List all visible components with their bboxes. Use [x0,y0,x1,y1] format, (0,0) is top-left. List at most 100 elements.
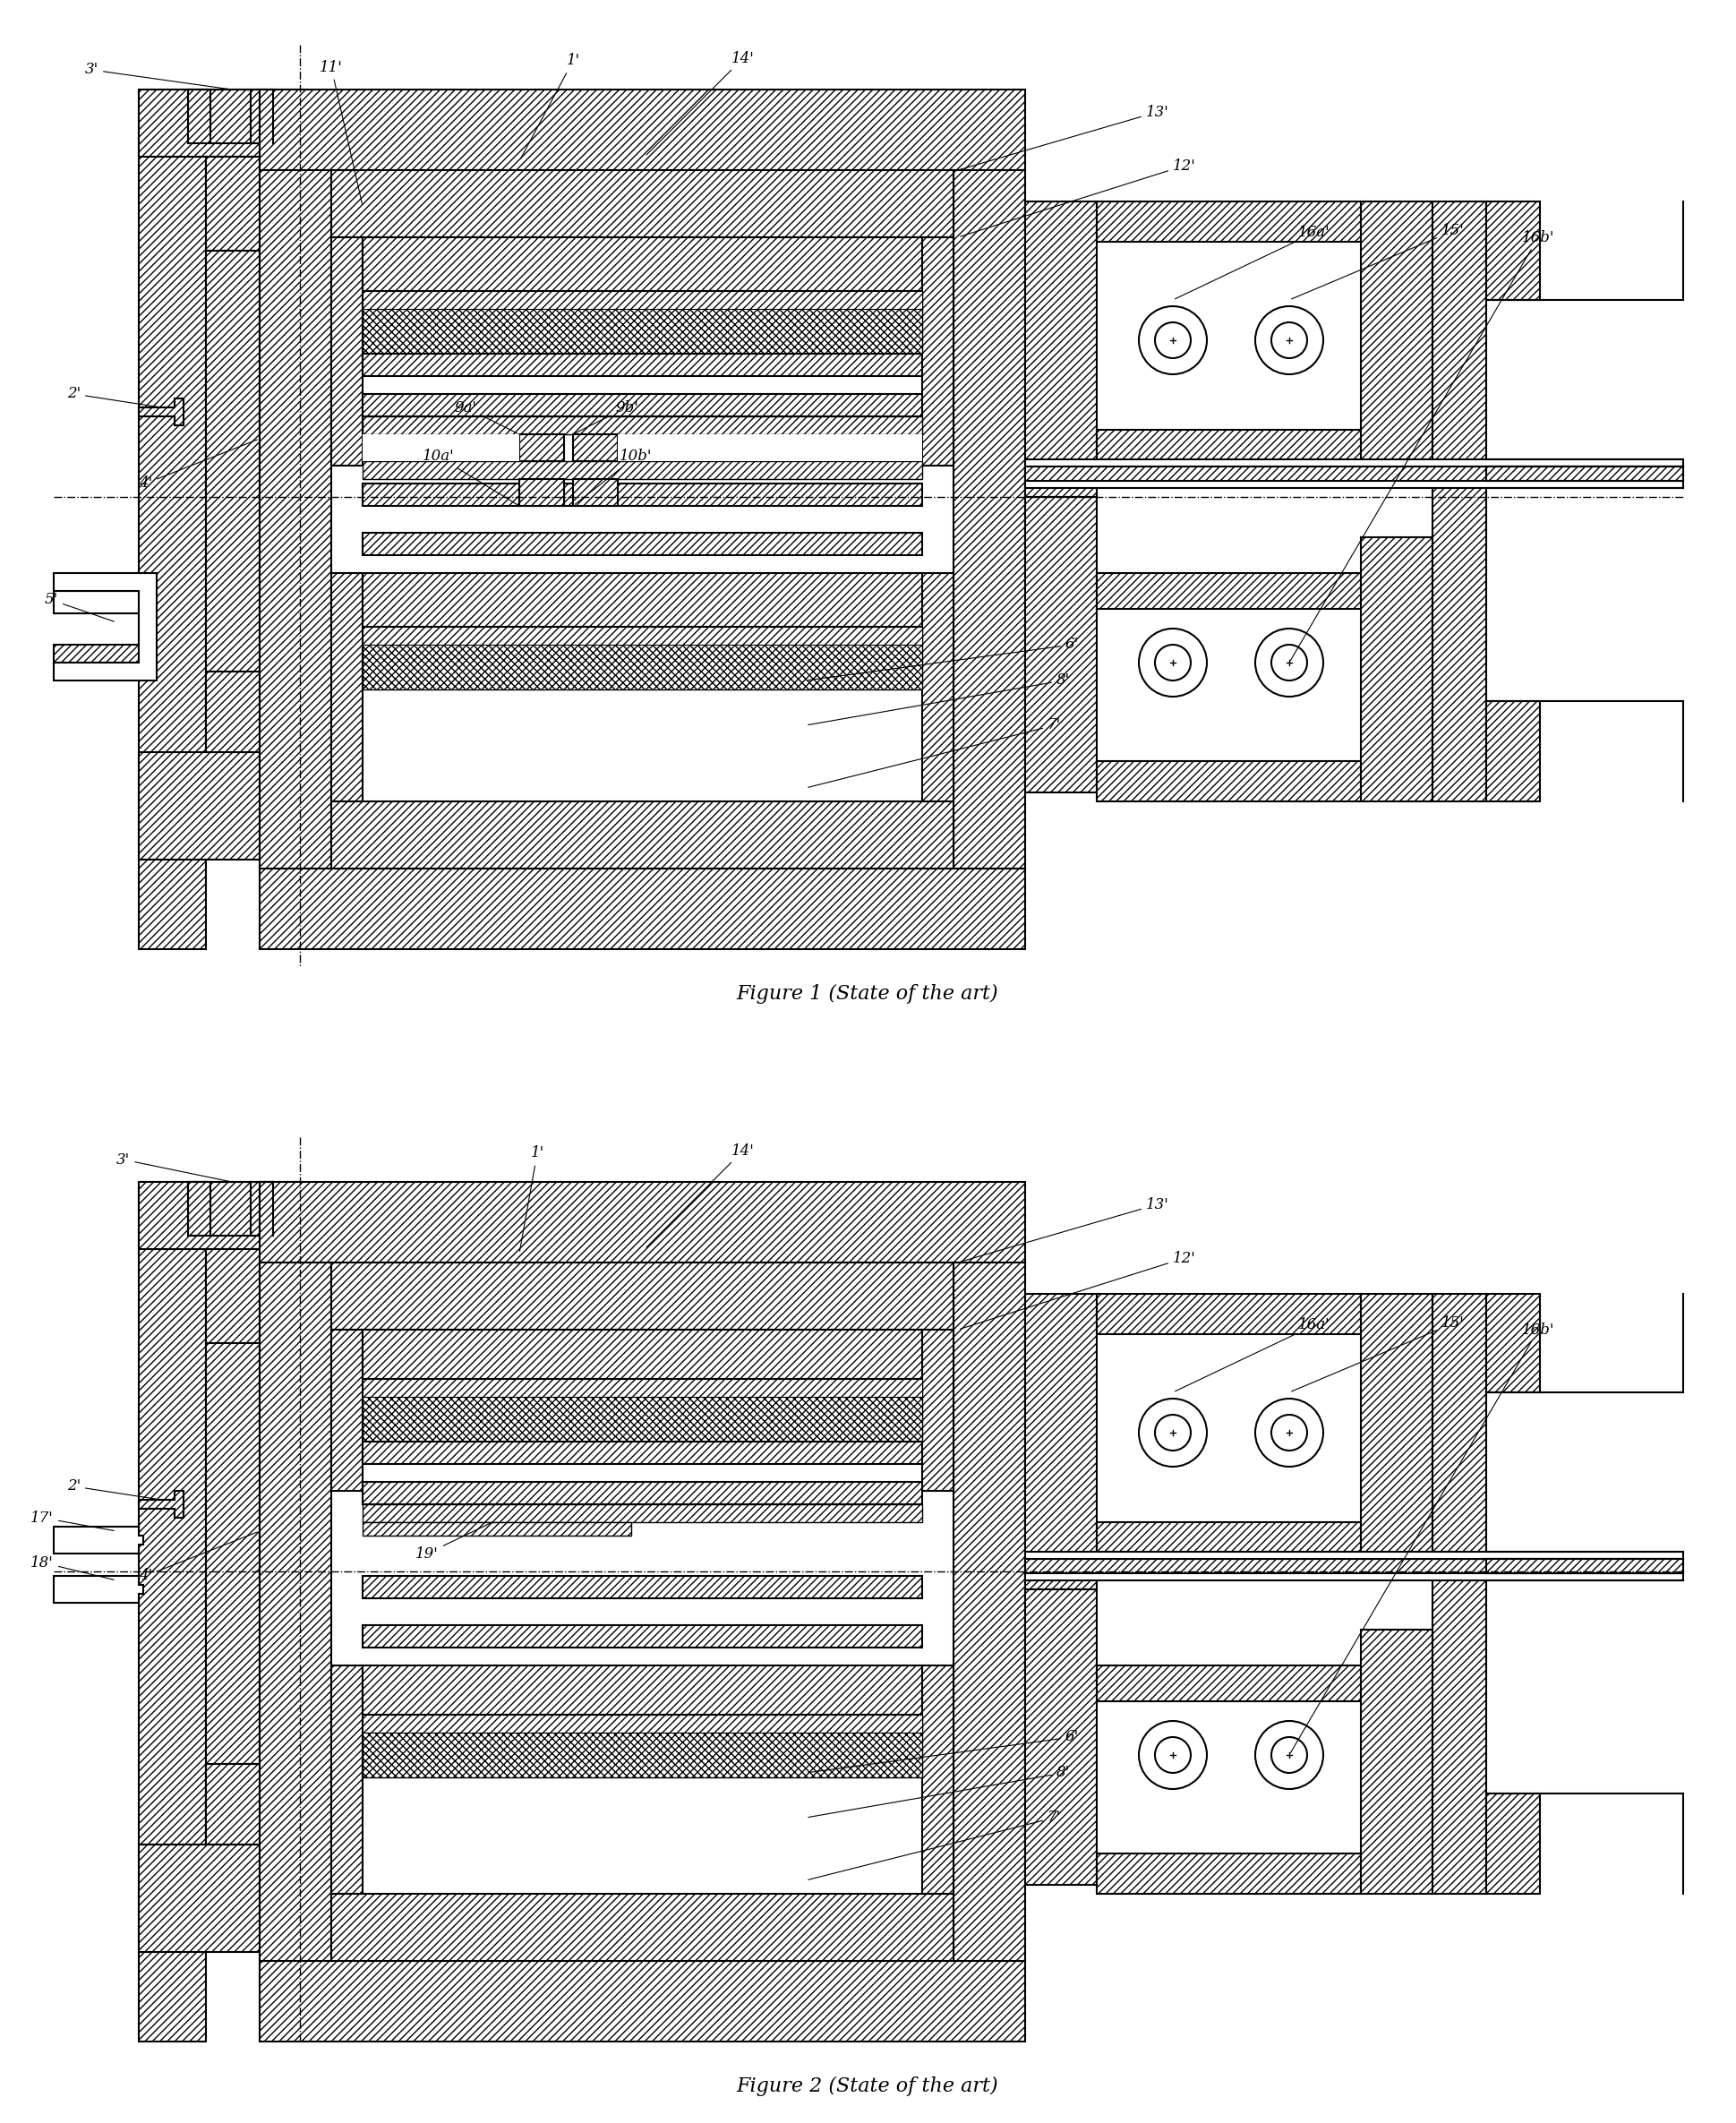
Text: 2': 2' [68,386,158,408]
Bar [1486,701,1540,800]
Circle shape [1271,1737,1307,1773]
Bar [207,251,260,752]
Bar [1026,480,1684,488]
Bar [332,238,363,465]
Bar [363,573,922,626]
Text: 10a': 10a' [422,450,517,505]
Bar [1026,1552,1684,1558]
Bar [1097,429,1361,465]
Text: 6': 6' [809,637,1080,679]
Bar [363,1624,922,1647]
Bar [1432,202,1486,800]
Bar [953,170,1026,868]
Text: 2': 2' [68,1480,158,1499]
Bar [363,626,922,690]
Bar [187,89,210,142]
Text: 8': 8' [809,1766,1069,1817]
Bar [332,1664,363,1894]
Bar [519,480,564,505]
Bar [187,1183,210,1236]
Circle shape [1255,1399,1323,1467]
Bar [363,291,922,355]
Bar [363,395,922,416]
Bar [1026,202,1097,497]
Bar [363,1575,922,1599]
Text: 13': 13' [960,104,1168,170]
Bar [573,480,618,505]
Bar [1097,1853,1361,1894]
Text: 14': 14' [646,51,755,155]
Bar [363,1380,922,1442]
Bar [922,238,953,465]
Circle shape [1255,628,1323,696]
Bar [1486,202,1540,299]
Bar [363,484,922,505]
Text: 16a': 16a' [1175,225,1330,299]
Bar [1361,202,1432,465]
Bar [1097,573,1361,609]
Bar [363,626,922,645]
Bar [1486,1558,1684,1573]
Text: 4': 4' [139,1533,257,1584]
Bar [1361,1293,1432,1558]
Circle shape [1139,628,1207,696]
Text: 19': 19' [415,1524,490,1560]
Bar [1361,537,1432,800]
Circle shape [1154,645,1191,681]
Bar [332,800,953,868]
Bar [1097,1522,1361,1558]
Bar [1026,1590,1097,1885]
Bar [363,1715,922,1732]
Polygon shape [139,1490,184,1518]
Bar [332,1894,953,1962]
Text: 5': 5' [45,592,115,622]
Bar [139,1183,304,1248]
Text: 16b': 16b' [1290,1323,1555,1754]
Text: 6': 6' [809,1730,1080,1773]
Text: 3': 3' [85,62,229,89]
Bar [207,1764,304,1845]
Text: 7': 7' [809,718,1061,788]
Text: Figure 2 (State of the art): Figure 2 (State of the art) [736,2076,998,2095]
Circle shape [1271,645,1307,681]
Bar [363,435,519,461]
Polygon shape [54,645,139,662]
Bar [332,170,953,238]
Bar [1097,1293,1361,1333]
Bar [207,1344,260,1845]
Text: 12': 12' [960,157,1196,236]
Bar [260,868,1026,949]
Bar [250,1183,273,1236]
Bar [1026,497,1097,792]
Text: 12': 12' [960,1250,1196,1329]
Text: 11': 11' [319,59,363,204]
Bar [139,752,304,860]
Bar [363,1380,922,1397]
Text: 15': 15' [1292,223,1465,299]
Text: 18': 18' [31,1554,115,1580]
Bar [207,1248,304,1344]
Text: 14': 14' [646,1142,755,1248]
Circle shape [1271,323,1307,359]
Circle shape [1154,323,1191,359]
Text: 3': 3' [116,1153,229,1180]
Bar [1432,1293,1486,1894]
Polygon shape [54,1575,144,1603]
Polygon shape [139,399,184,425]
Circle shape [1255,1722,1323,1790]
Bar [260,170,332,868]
Polygon shape [54,573,156,681]
Bar [332,573,363,800]
Bar [922,1329,953,1490]
Bar [363,1664,922,1715]
Polygon shape [54,590,144,614]
Bar [207,671,304,752]
Bar [363,461,922,480]
Bar [332,1263,953,1329]
Bar [260,1962,1026,2042]
Bar [139,1845,304,1951]
Bar [363,1505,922,1522]
Bar [1361,1630,1432,1894]
Bar [1486,467,1684,480]
Bar [953,1263,1026,1962]
